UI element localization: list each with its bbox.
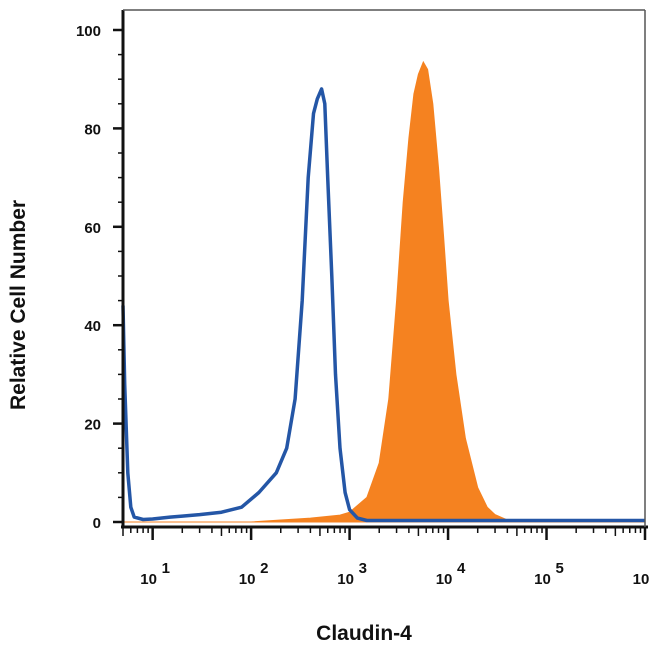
y-tick-label: 60 bbox=[84, 220, 101, 237]
series-layer bbox=[121, 60, 645, 523]
x-tick-exponent: 2 bbox=[260, 560, 268, 577]
y-tick-label: 0 bbox=[93, 515, 101, 532]
x-tick-label: 10 bbox=[140, 571, 157, 588]
x-tick-label: 10 bbox=[436, 571, 453, 588]
x-axis-title: Claudin-4 bbox=[316, 622, 412, 645]
axis-ticks bbox=[113, 28, 647, 540]
y-tick-label: 100 bbox=[76, 23, 101, 40]
outline-histogram bbox=[121, 87, 645, 523]
x-tick-exponent: 1 bbox=[162, 560, 170, 577]
x-tick-exponent: 4 bbox=[457, 560, 466, 577]
y-tick-label: 40 bbox=[84, 318, 101, 335]
plot-frame bbox=[121, 9, 648, 529]
x-tick-exponent: 5 bbox=[556, 560, 564, 577]
y-tick-label: 20 bbox=[84, 417, 101, 434]
tick-labels: 020406080100101102103104105106 bbox=[76, 23, 650, 588]
x-tick-label: 10 bbox=[337, 571, 354, 588]
x-tick-label: 10 bbox=[239, 571, 256, 588]
x-tick-label: 10 bbox=[534, 571, 551, 588]
y-axis-title: Relative Cell Number bbox=[7, 200, 30, 410]
x-tick-exponent: 3 bbox=[359, 560, 367, 577]
x-tick-label: 10 bbox=[633, 571, 650, 588]
y-tick-label: 80 bbox=[84, 121, 101, 138]
filled-histogram bbox=[123, 60, 645, 523]
